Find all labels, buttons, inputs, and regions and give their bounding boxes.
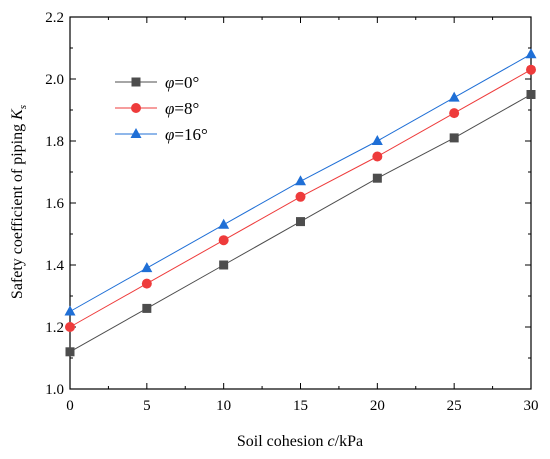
y-tick-label: 1.4 bbox=[45, 258, 64, 274]
data-point-square bbox=[131, 77, 141, 87]
x-tick-label: 15 bbox=[293, 398, 308, 414]
y-tick-label: 1.8 bbox=[45, 134, 64, 150]
series-1 bbox=[65, 90, 536, 357]
data-point-circle bbox=[449, 108, 460, 119]
series-layer bbox=[64, 48, 537, 357]
legend-item-2: φ=8° bbox=[115, 99, 199, 118]
plot-frame bbox=[69, 16, 532, 390]
y-tick-label: 2.2 bbox=[45, 10, 64, 26]
legend-item-1: φ=0° bbox=[115, 73, 199, 92]
y-tick-label: 1.6 bbox=[45, 196, 64, 212]
data-point-square bbox=[296, 217, 305, 227]
axis-ticks: 0 5 10 15 20 25 30 1.0 1.2 1.4 1.6 1.8 2.0 2.2 bbox=[45, 10, 538, 414]
data-point-square bbox=[449, 133, 459, 143]
data-point-triangle bbox=[371, 135, 383, 145]
legend-label: φ=16° bbox=[165, 125, 208, 144]
data-point-triangle bbox=[130, 128, 142, 138]
x-tick-label: 25 bbox=[447, 398, 462, 414]
data-point-triangle bbox=[218, 218, 230, 229]
data-point-triangle bbox=[525, 48, 537, 59]
x-tick-label: 5 bbox=[143, 398, 151, 414]
data-point-circle bbox=[131, 103, 141, 113]
y-tick-label: 2.0 bbox=[45, 72, 64, 88]
y-tick-label: 1.2 bbox=[45, 320, 64, 336]
legend-item-3: φ=16° bbox=[115, 125, 208, 144]
data-point-square bbox=[372, 173, 382, 183]
y-axis-title: Safety coefficient of piping Ks bbox=[9, 105, 29, 299]
legend: φ=0° φ=8° φ=16° bbox=[115, 73, 208, 144]
data-point-circle bbox=[295, 191, 306, 202]
y-tick-label: 1.0 bbox=[45, 382, 64, 398]
x-axis-title: Soil cohesion c/kPa bbox=[237, 433, 363, 450]
x-tick-label: 0 bbox=[66, 398, 74, 414]
data-point-square bbox=[219, 260, 229, 270]
legend-label: φ=0° bbox=[165, 73, 199, 92]
data-point-circle bbox=[141, 278, 152, 289]
data-point-triangle bbox=[295, 175, 306, 186]
data-point-circle bbox=[372, 151, 383, 162]
data-point-square bbox=[526, 90, 536, 99]
data-point-square bbox=[142, 303, 152, 313]
x-tick-label: 20 bbox=[370, 398, 385, 414]
data-point-circle bbox=[526, 64, 536, 75]
plot-area bbox=[69, 16, 532, 390]
series-2 bbox=[65, 64, 536, 332]
data-point-triangle bbox=[141, 262, 153, 273]
x-tick-label: 30 bbox=[524, 398, 539, 414]
x-tick-label: 10 bbox=[216, 398, 231, 414]
data-point-circle bbox=[65, 322, 75, 332]
data-point-triangle bbox=[64, 305, 76, 316]
data-point-triangle bbox=[448, 91, 460, 102]
data-point-square bbox=[65, 347, 75, 357]
data-point-circle bbox=[218, 235, 229, 246]
series-3 bbox=[64, 48, 537, 316]
legend-label: φ=8° bbox=[165, 99, 199, 118]
